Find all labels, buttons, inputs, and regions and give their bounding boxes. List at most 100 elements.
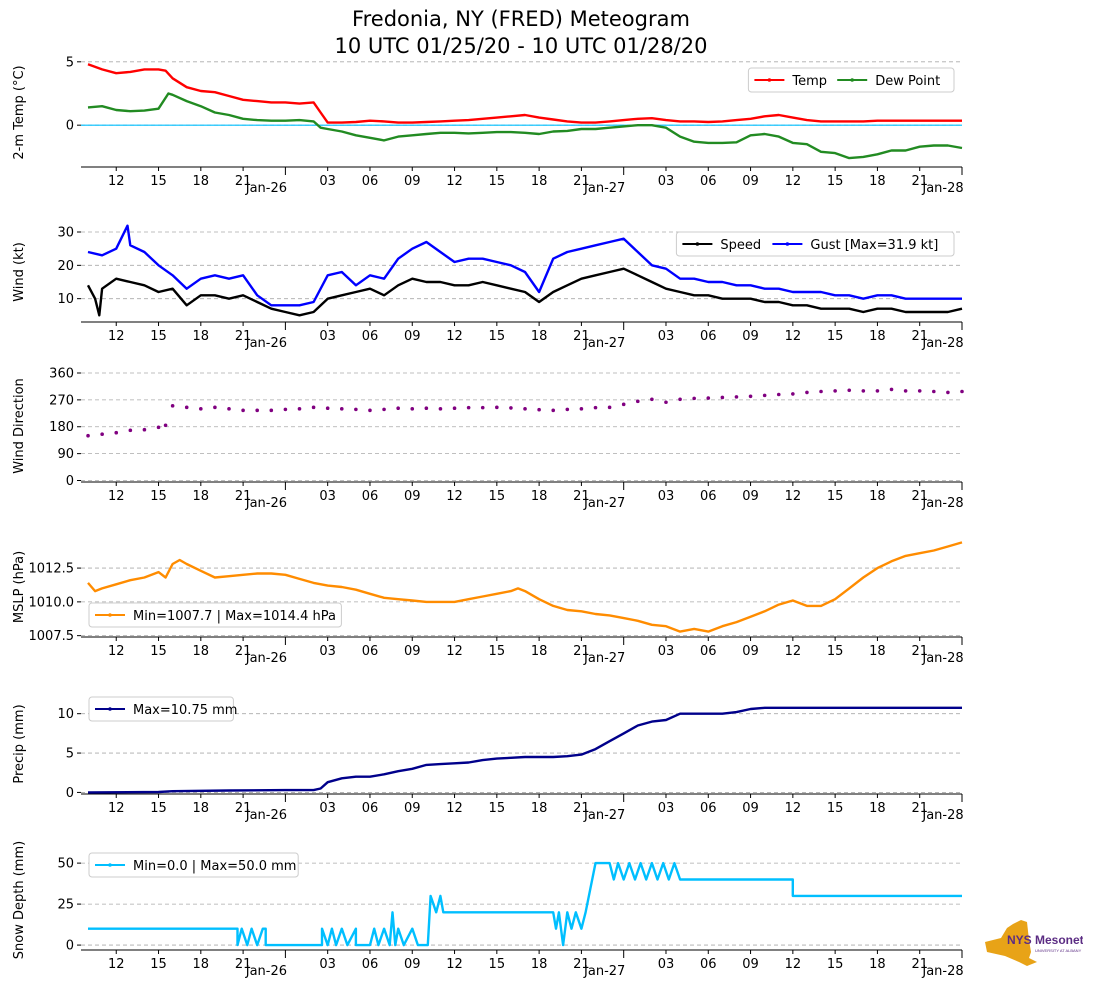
x-date-label: Jan-26: [245, 808, 287, 823]
data-point: [452, 406, 457, 411]
x-tick-label: 21: [911, 174, 928, 189]
legend-box: [88, 852, 299, 878]
x-date-label: Jan-28: [921, 651, 963, 666]
data-point: [382, 407, 386, 412]
x-tick-label: 15: [827, 489, 844, 504]
legend-marker: [850, 78, 854, 82]
x-tick-label: 12: [785, 957, 802, 972]
data-point: [607, 405, 612, 410]
x-date-label: Jan-27: [583, 496, 625, 511]
x-tick-label: 18: [193, 489, 210, 504]
x-tick-label: 21: [573, 329, 590, 344]
data-point: [734, 395, 739, 399]
data-point: [163, 423, 168, 428]
x-tick-label: 12: [446, 957, 463, 972]
x-tick-label: 12: [108, 801, 125, 816]
x-tick-label: 15: [150, 489, 167, 504]
data-point: [762, 393, 767, 398]
x-tick-label: 15: [489, 174, 506, 189]
y-tick-label: 360: [49, 366, 74, 381]
x-tick-label: 18: [531, 801, 548, 816]
data-point: [805, 390, 809, 395]
legend-marker: [785, 242, 790, 246]
x-tick-label: 15: [489, 329, 506, 344]
x-tick-label: 15: [827, 174, 844, 189]
x-tick-label: 18: [193, 174, 210, 189]
x-date-label: Jan-28: [921, 336, 963, 351]
series-line-gust: [87, 224, 962, 307]
data-point: [791, 392, 795, 396]
title-line-1: Fredonia, NY (FRED) Meteogram: [352, 7, 690, 31]
title-line-2: 10 UTC 01/25/20 - 10 UTC 01/28/20: [334, 34, 708, 58]
data-point: [424, 406, 429, 411]
y-axis-label: 2-m Temp (°C): [12, 65, 27, 159]
data-point: [466, 405, 471, 410]
x-tick-label: 18: [531, 957, 548, 972]
data-point: [917, 389, 922, 393]
legend-label: Min=1007.7 | Max=1014.4 hPa: [133, 609, 336, 624]
x-tick-label: 06: [700, 957, 717, 972]
data-point: [325, 406, 330, 411]
x-tick-label: 12: [785, 644, 802, 659]
x-tick-label: 12: [446, 644, 463, 659]
x-tick-label: 21: [573, 174, 590, 189]
data-point: [283, 407, 288, 412]
x-tick-label: 03: [658, 644, 675, 659]
legend: Min=0.0 | Max=50.0 mm: [88, 852, 299, 878]
data-point: [86, 433, 90, 438]
legend-marker: [108, 863, 112, 867]
legend-marker: [695, 242, 700, 246]
x-tick-label: 12: [785, 329, 802, 344]
legend-box: [88, 696, 234, 722]
data-point: [565, 407, 570, 412]
series-line-dew: [87, 92, 963, 160]
data-point: [354, 407, 358, 412]
data-point: [480, 405, 485, 410]
data-point: [114, 430, 119, 435]
x-date-label: Jan-28: [921, 964, 963, 979]
x-tick-label: 21: [235, 329, 252, 344]
series-line-speed: [86, 267, 963, 317]
x-tick-label: 03: [658, 957, 675, 972]
data-point: [410, 407, 415, 411]
x-tick-label: 03: [658, 174, 675, 189]
legend-label: Dew Point: [875, 74, 940, 89]
data-point: [213, 405, 217, 410]
x-tick-label: 18: [869, 957, 886, 972]
nys-mesonet-logo: NYS Mesonet UNIVERSITY AT ALBANY: [983, 918, 1084, 968]
data-point: [875, 389, 880, 393]
x-tick-label: 21: [235, 489, 252, 504]
x-date-label: Jan-28: [921, 808, 963, 823]
panel-6: 0 25 50 12 15 18 21 03 06 09 12 15 18 21 03 06 09 12 15 18 2…: [12, 841, 964, 979]
x-tick-label: 18: [531, 174, 548, 189]
nys-map-icon: NYS Mesonet UNIVERSITY AT ALBANY: [985, 920, 1084, 966]
x-tick-label: 09: [404, 801, 421, 816]
x-tick-label: 09: [742, 644, 759, 659]
x-tick-label: 06: [362, 957, 379, 972]
x-tick-label: 03: [319, 957, 336, 972]
data-point: [495, 405, 499, 410]
y-tick-label: 20: [57, 259, 74, 274]
x-tick-label: 15: [150, 644, 167, 659]
logo-text-main: NYS Mesonet: [1007, 933, 1083, 947]
x-date-label: Jan-28: [921, 496, 963, 511]
x-tick-label: 06: [362, 329, 379, 344]
data-point: [833, 389, 837, 393]
y-tick-label: 0: [66, 786, 74, 801]
x-tick-label: 12: [446, 329, 463, 344]
data-point: [184, 405, 189, 410]
legend: Max=10.75 mm: [88, 696, 237, 722]
legend-box: [88, 602, 342, 628]
legend-label: Gust [Max=31.9 kt]: [810, 238, 938, 253]
x-tick-label: 03: [319, 801, 336, 816]
x-tick-label: 03: [319, 489, 336, 504]
x-tick-label: 09: [404, 957, 421, 972]
x-tick-label: 03: [319, 174, 336, 189]
y-tick-label: 0: [66, 474, 74, 489]
x-tick-label: 15: [489, 957, 506, 972]
y-tick-label: 90: [57, 447, 74, 462]
data-point: [551, 408, 556, 413]
